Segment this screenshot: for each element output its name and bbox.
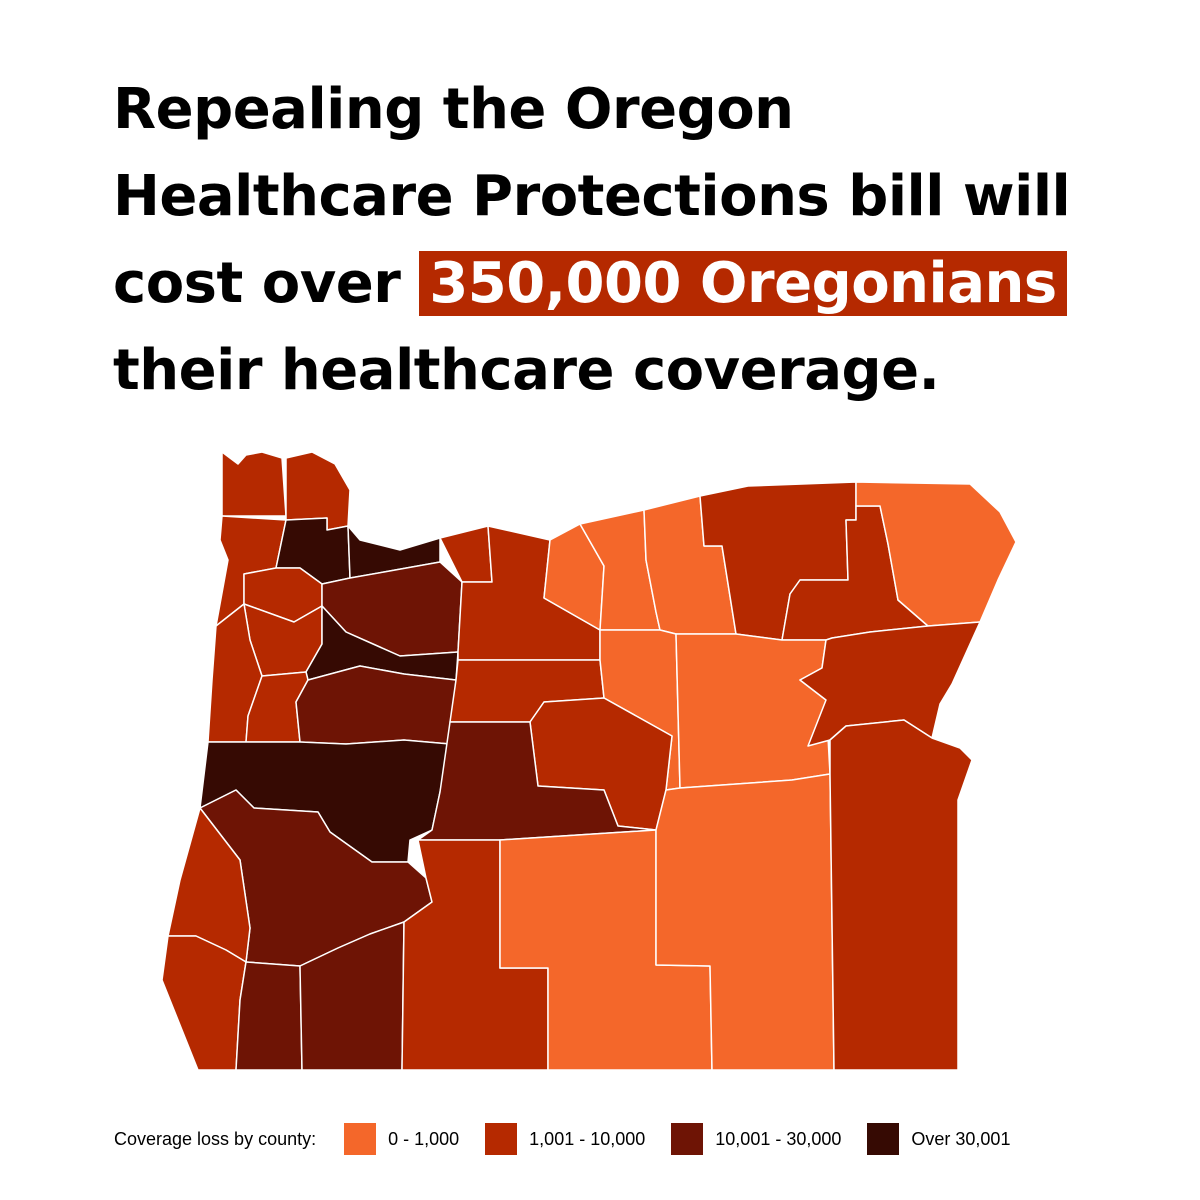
- headline-line-4: their healthcare coverage.: [113, 338, 940, 403]
- legend-label-tier1: 0 - 1,000: [388, 1128, 460, 1149]
- headline-line-2: Healthcare Protections bill will: [113, 164, 1071, 229]
- legend-item-tier4: Over 30,001: [867, 1123, 1010, 1155]
- legend-item-tier1: 0 - 1,000: [344, 1123, 459, 1155]
- legend-swatch-tier1: [344, 1123, 377, 1155]
- headline: Repealing the Oregon Healthcare Protecti…: [113, 66, 1133, 414]
- headline-line-1: Repealing the Oregon: [113, 77, 794, 142]
- legend-item-tier2: 1,001 - 10,000: [485, 1123, 645, 1155]
- legend-swatch-tier4: [867, 1123, 900, 1155]
- legend-label-tier2: 1,001 - 10,000: [529, 1128, 646, 1149]
- legend-label-tier4: Over 30,001: [911, 1128, 1011, 1149]
- legend-label-tier3: 10,001 - 30,000: [715, 1128, 842, 1149]
- headline-line-3-prefix: cost over: [113, 251, 401, 316]
- legend-title: Coverage loss by county:: [114, 1128, 317, 1149]
- headline-highlight: 350,000 Oregonians: [419, 251, 1067, 316]
- headline-line-3: cost over 350,000 Oregonians: [113, 240, 1133, 327]
- legend-item-tier3: 10,001 - 30,000: [671, 1123, 841, 1155]
- county-curry: [161, 935, 247, 1071]
- legend-swatch-tier3: [671, 1123, 704, 1155]
- county-josephine: [235, 961, 303, 1071]
- county-malheur: [829, 719, 973, 1071]
- county-grant: [675, 633, 831, 789]
- oregon-county-map: [161, 451, 1017, 1071]
- county-clatsop: [221, 451, 287, 517]
- county-harney: [655, 773, 835, 1071]
- legend-swatch-tier2: [485, 1123, 518, 1155]
- county-linn: [295, 665, 457, 745]
- map-legend: Coverage loss by county: 0 - 1,000 1,001…: [114, 1122, 1036, 1156]
